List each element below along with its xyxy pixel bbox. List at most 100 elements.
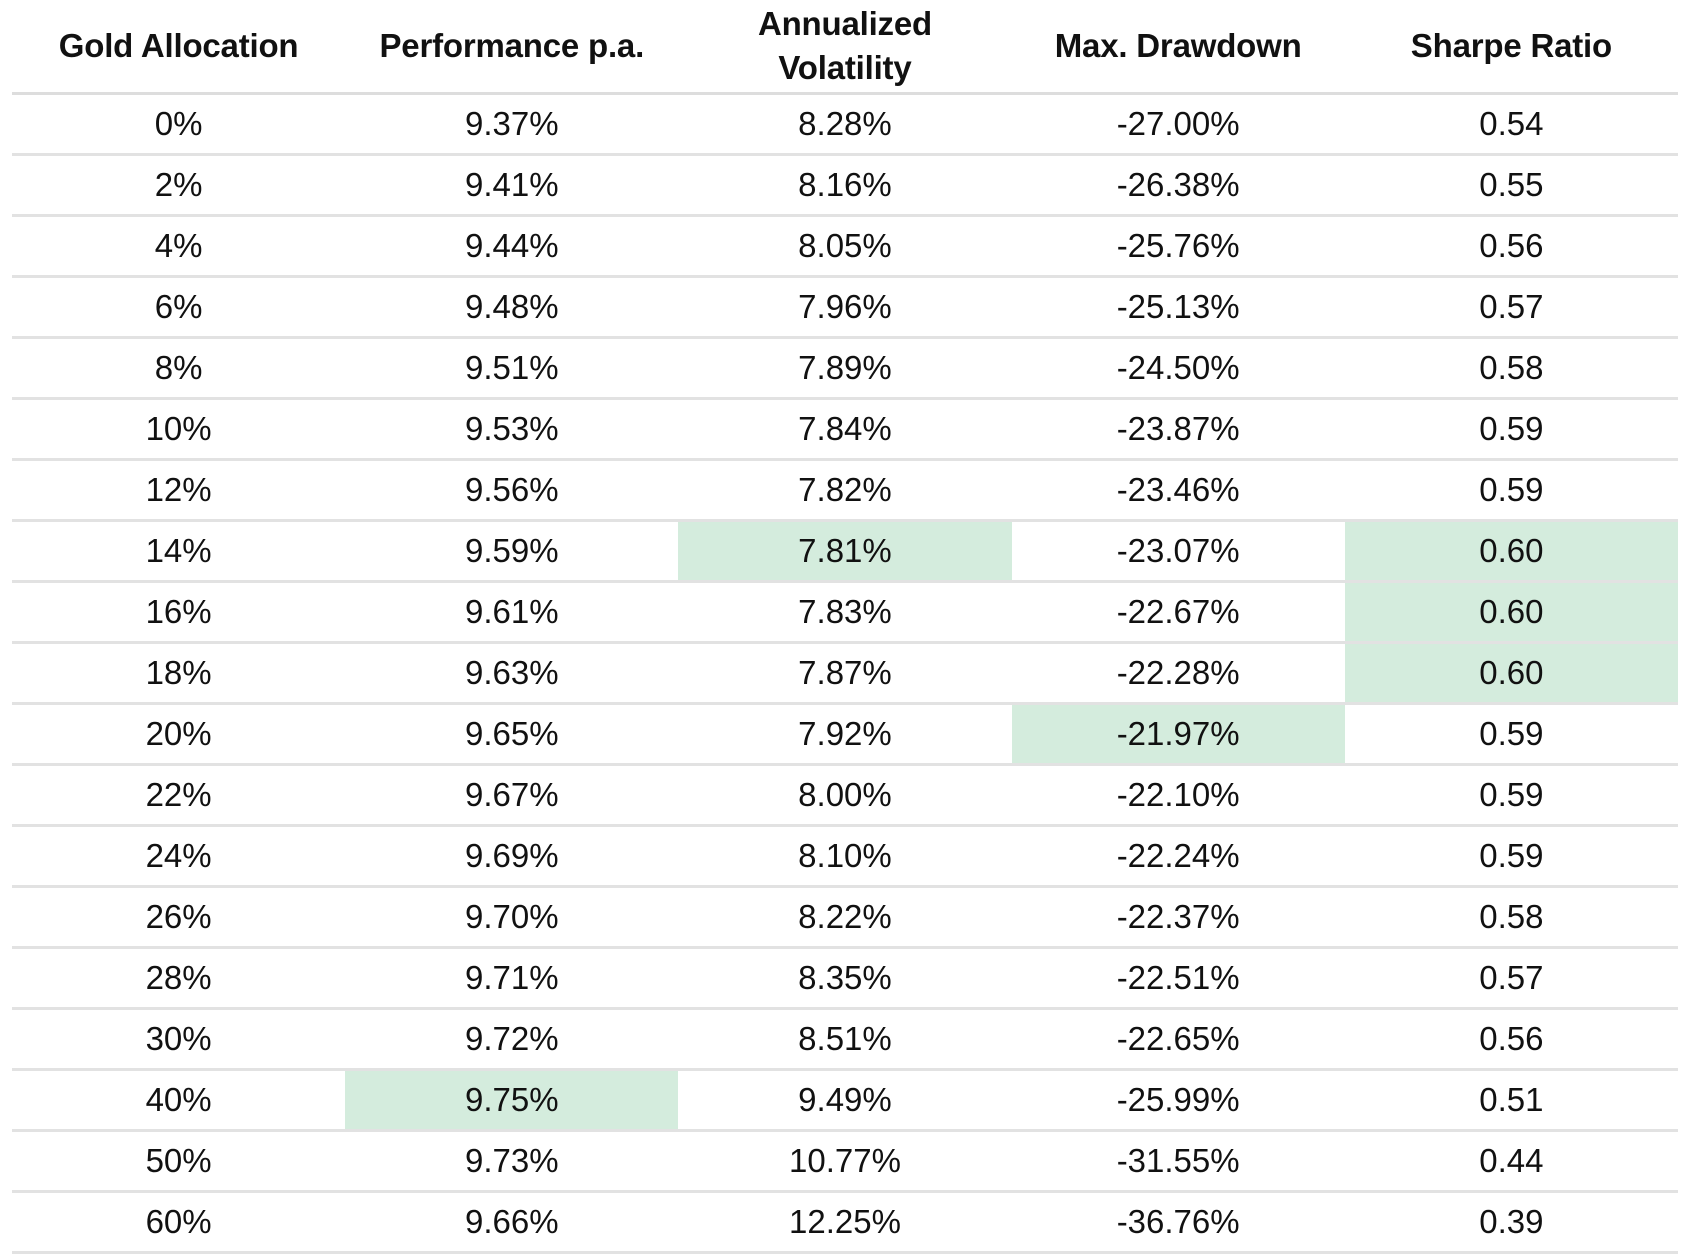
- cell-max-drawdown: -21.97%: [1011, 703, 1345, 766]
- table-header: Gold Allocation Performance p.a. Annuali…: [12, 0, 1678, 95]
- cell-sharpe-ratio: 0.55: [1344, 154, 1678, 217]
- cell-performance: 9.53%: [345, 398, 679, 461]
- cell-sharpe-ratio: 0.59: [1344, 398, 1678, 461]
- cell-performance: 9.71%: [345, 947, 679, 1010]
- table-row: 24% 9.69% 8.10% -22.24% 0.59: [12, 825, 1678, 888]
- cell-sharpe-ratio: 0.59: [1344, 459, 1678, 522]
- cell-annualized-volatility: 8.22%: [678, 886, 1012, 949]
- cell-annualized-volatility: 10.77%: [678, 1130, 1012, 1193]
- cell-gold-allocation: 20%: [12, 703, 346, 766]
- cell-gold-allocation: 2%: [12, 154, 346, 217]
- gold-allocation-table-container: Gold Allocation Performance p.a. Annuali…: [12, 0, 1678, 1254]
- cell-max-drawdown: -24.50%: [1011, 337, 1345, 400]
- cell-performance: 9.59%: [345, 520, 679, 583]
- cell-max-drawdown: -23.07%: [1011, 520, 1345, 583]
- cell-max-drawdown: -25.99%: [1011, 1069, 1345, 1132]
- cell-max-drawdown: -23.87%: [1011, 398, 1345, 461]
- table-row: 14% 9.59% 7.81% -23.07% 0.60: [12, 520, 1678, 583]
- cell-annualized-volatility: 8.05%: [678, 215, 1012, 278]
- cell-max-drawdown: -22.67%: [1011, 581, 1345, 644]
- cell-gold-allocation: 30%: [12, 1008, 346, 1071]
- header-max-drawdown: Max. Drawdown: [1011, 0, 1345, 95]
- cell-performance: 9.67%: [345, 764, 679, 827]
- cell-annualized-volatility: 7.87%: [678, 642, 1012, 705]
- cell-max-drawdown: -22.10%: [1011, 764, 1345, 827]
- cell-gold-allocation: 4%: [12, 215, 346, 278]
- cell-gold-allocation: 28%: [12, 947, 346, 1010]
- cell-sharpe-ratio: 0.56: [1344, 1008, 1678, 1071]
- table-row: 30% 9.72% 8.51% -22.65% 0.56: [12, 1008, 1678, 1071]
- cell-performance: 9.56%: [345, 459, 679, 522]
- cell-max-drawdown: -26.38%: [1011, 154, 1345, 217]
- cell-sharpe-ratio: 0.56: [1344, 215, 1678, 278]
- cell-sharpe-ratio: 0.58: [1344, 886, 1678, 949]
- cell-annualized-volatility: 7.82%: [678, 459, 1012, 522]
- table-row: 22% 9.67% 8.00% -22.10% 0.59: [12, 764, 1678, 827]
- cell-max-drawdown: -22.24%: [1011, 825, 1345, 888]
- table-row: 4% 9.44% 8.05% -25.76% 0.56: [12, 215, 1678, 278]
- table-row: 0% 9.37% 8.28% -27.00% 0.54: [12, 93, 1678, 156]
- cell-sharpe-ratio: 0.60: [1344, 520, 1678, 583]
- cell-max-drawdown: -25.13%: [1011, 276, 1345, 339]
- header-sharpe-ratio: Sharpe Ratio: [1344, 0, 1678, 95]
- cell-sharpe-ratio: 0.59: [1344, 825, 1678, 888]
- table-row: 28% 9.71% 8.35% -22.51% 0.57: [12, 947, 1678, 1010]
- cell-gold-allocation: 50%: [12, 1130, 346, 1193]
- cell-performance: 9.61%: [345, 581, 679, 644]
- cell-performance: 9.65%: [345, 703, 679, 766]
- cell-annualized-volatility: 7.84%: [678, 398, 1012, 461]
- cell-annualized-volatility: 8.16%: [678, 154, 1012, 217]
- table-row: 2% 9.41% 8.16% -26.38% 0.55: [12, 154, 1678, 217]
- cell-max-drawdown: -22.28%: [1011, 642, 1345, 705]
- cell-annualized-volatility: 8.35%: [678, 947, 1012, 1010]
- cell-gold-allocation: 6%: [12, 276, 346, 339]
- cell-performance: 9.41%: [345, 154, 679, 217]
- table-row: 8% 9.51% 7.89% -24.50% 0.58: [12, 337, 1678, 400]
- cell-sharpe-ratio: 0.60: [1344, 642, 1678, 705]
- table-row: 20% 9.65% 7.92% -21.97% 0.59: [12, 703, 1678, 766]
- cell-gold-allocation: 22%: [12, 764, 346, 827]
- cell-performance: 9.51%: [345, 337, 679, 400]
- table-row: 50% 9.73% 10.77% -31.55% 0.44: [12, 1130, 1678, 1193]
- cell-gold-allocation: 18%: [12, 642, 346, 705]
- cell-max-drawdown: -23.46%: [1011, 459, 1345, 522]
- header-gold-allocation: Gold Allocation: [12, 0, 346, 95]
- cell-performance: 9.69%: [345, 825, 679, 888]
- cell-gold-allocation: 26%: [12, 886, 346, 949]
- cell-performance: 9.75%: [345, 1069, 679, 1132]
- cell-performance: 9.63%: [345, 642, 679, 705]
- cell-gold-allocation: 0%: [12, 93, 346, 156]
- cell-max-drawdown: -22.37%: [1011, 886, 1345, 949]
- cell-sharpe-ratio: 0.57: [1344, 947, 1678, 1010]
- cell-sharpe-ratio: 0.51: [1344, 1069, 1678, 1132]
- cell-performance: 9.73%: [345, 1130, 679, 1193]
- cell-sharpe-ratio: 0.60: [1344, 581, 1678, 644]
- cell-max-drawdown: -22.51%: [1011, 947, 1345, 1010]
- table-row: 16% 9.61% 7.83% -22.67% 0.60: [12, 581, 1678, 644]
- cell-gold-allocation: 40%: [12, 1069, 346, 1132]
- header-annualized-volatility: Annualized Volatility: [678, 0, 1012, 95]
- cell-sharpe-ratio: 0.57: [1344, 276, 1678, 339]
- cell-performance: 9.44%: [345, 215, 679, 278]
- table-row: 18% 9.63% 7.87% -22.28% 0.60: [12, 642, 1678, 705]
- cell-annualized-volatility: 7.92%: [678, 703, 1012, 766]
- cell-annualized-volatility: 9.49%: [678, 1069, 1012, 1132]
- cell-max-drawdown: -31.55%: [1011, 1130, 1345, 1193]
- cell-annualized-volatility: 7.83%: [678, 581, 1012, 644]
- cell-annualized-volatility: 7.96%: [678, 276, 1012, 339]
- cell-max-drawdown: -36.76%: [1011, 1191, 1345, 1254]
- cell-gold-allocation: 8%: [12, 337, 346, 400]
- table-row: 60% 9.66% 12.25% -36.76% 0.39: [12, 1191, 1678, 1254]
- cell-max-drawdown: -27.00%: [1011, 93, 1345, 156]
- cell-gold-allocation: 14%: [12, 520, 346, 583]
- cell-annualized-volatility: 7.89%: [678, 337, 1012, 400]
- table-row: 6% 9.48% 7.96% -25.13% 0.57: [12, 276, 1678, 339]
- cell-performance: 9.37%: [345, 93, 679, 156]
- table-row: 12% 9.56% 7.82% -23.46% 0.59: [12, 459, 1678, 522]
- cell-sharpe-ratio: 0.58: [1344, 337, 1678, 400]
- table-body: 0% 9.37% 8.28% -27.00% 0.54 2% 9.41% 8.16% -26.3…: [12, 93, 1678, 1254]
- header-performance: Performance p.a.: [345, 0, 679, 95]
- cell-max-drawdown: -25.76%: [1011, 215, 1345, 278]
- cell-performance: 9.66%: [345, 1191, 679, 1254]
- cell-annualized-volatility: 12.25%: [678, 1191, 1012, 1254]
